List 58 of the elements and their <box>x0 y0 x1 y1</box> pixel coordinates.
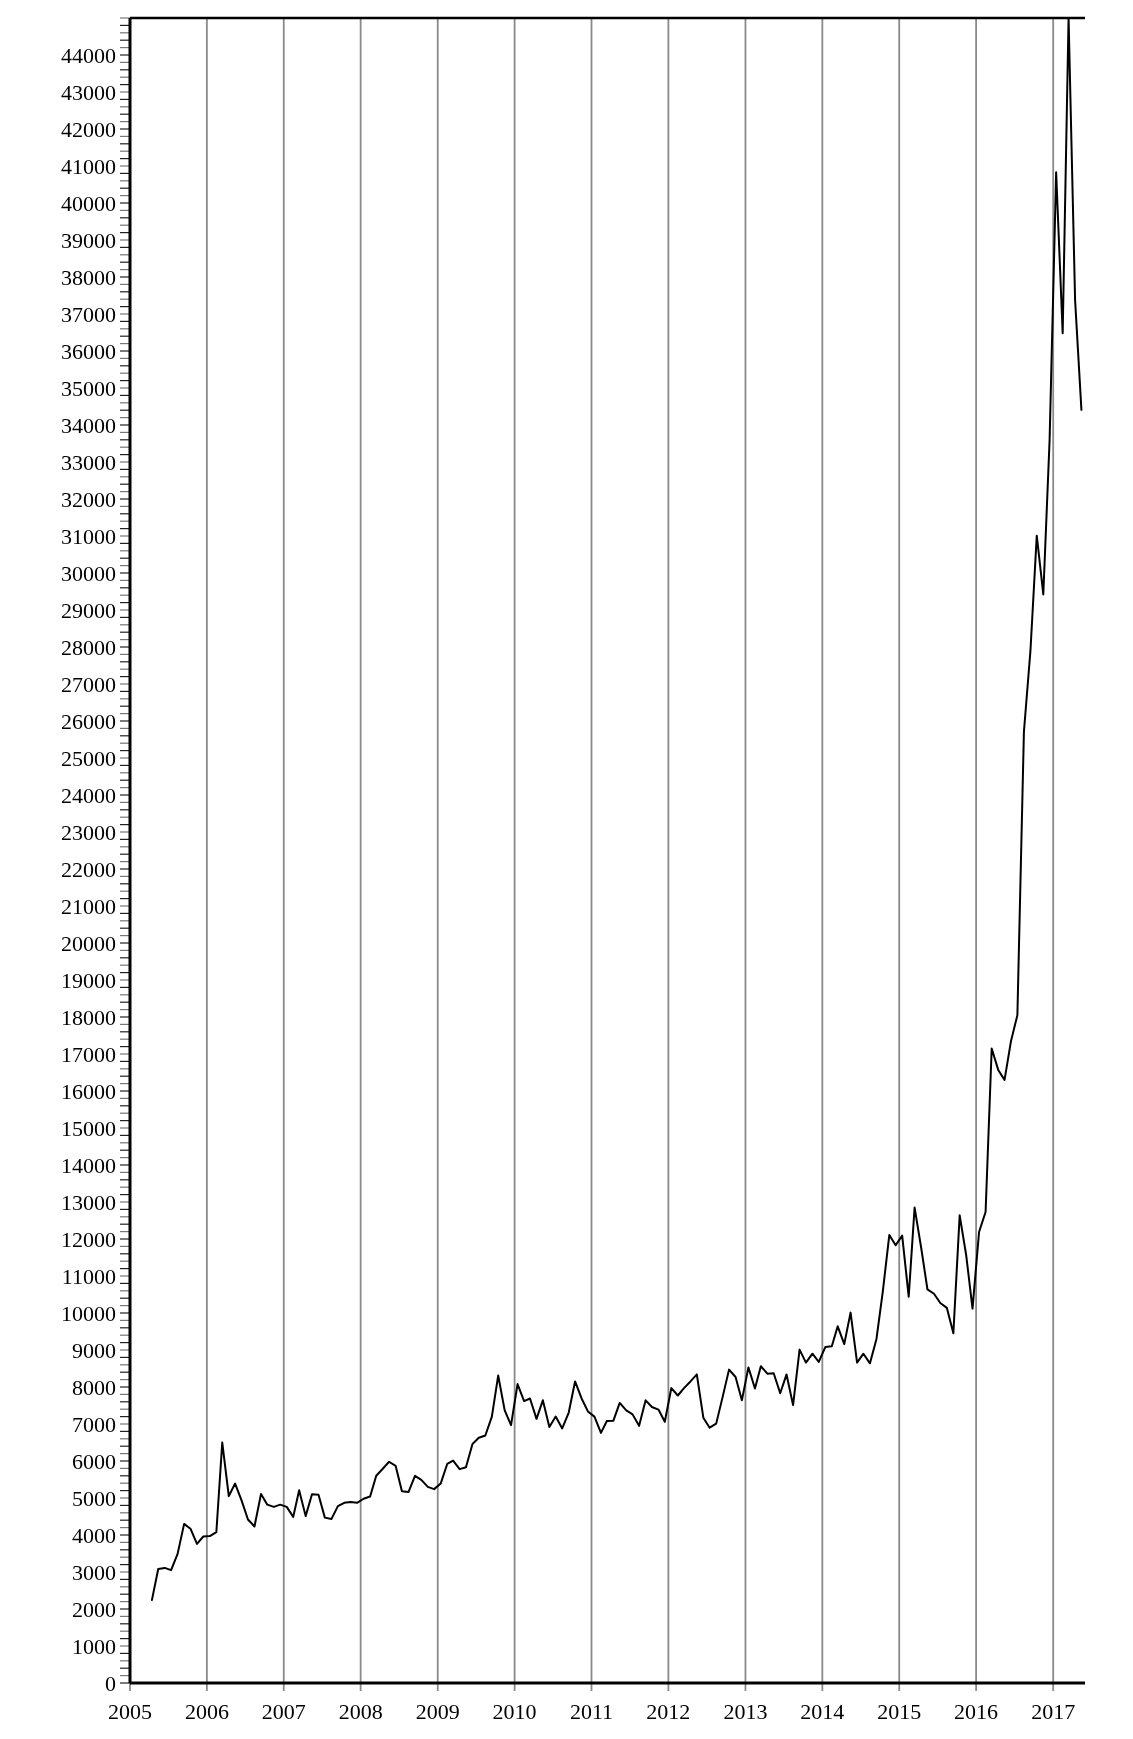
y-tick-label: 8000 <box>72 1374 116 1400</box>
x-tick-label: 2009 <box>415 1699 460 1724</box>
y-tick-label: 22000 <box>61 856 116 882</box>
y-tick-label: 25000 <box>61 745 116 771</box>
y-tick-label: 13000 <box>61 1189 116 1215</box>
y-tick-label: 28000 <box>61 634 116 660</box>
x-tick-label: 2005 <box>108 1699 152 1724</box>
y-tick-label: 14000 <box>61 1152 116 1178</box>
y-tick-label: 21000 <box>61 893 116 919</box>
y-tick-label: 10000 <box>61 1300 116 1326</box>
y-tick-label: 33000 <box>61 449 116 475</box>
y-tick-label: 20000 <box>61 930 116 956</box>
y-tick-label: 30000 <box>61 560 116 586</box>
x-tick-label: 2008 <box>338 1699 383 1724</box>
x-tick-label: 2007 <box>261 1699 306 1724</box>
y-tick-label: 9000 <box>72 1337 116 1363</box>
y-tick-label: 12000 <box>61 1226 116 1252</box>
y-tick-label: 4000 <box>72 1522 116 1548</box>
y-tick-label: 16000 <box>61 1078 116 1104</box>
x-tick-label: 2012 <box>646 1699 691 1724</box>
y-tick-label: 43000 <box>61 79 116 105</box>
x-tick-label: 2011 <box>569 1699 614 1724</box>
x-tick-label: 2016 <box>954 1699 999 1724</box>
y-tick-label: 32000 <box>61 486 116 512</box>
y-tick-label: 26000 <box>61 708 116 734</box>
x-tick-label: 2015 <box>877 1699 922 1724</box>
y-tick-label: 1000 <box>72 1633 116 1659</box>
y-tick-label: 35000 <box>61 375 116 401</box>
y-tick-label: 29000 <box>61 597 116 623</box>
x-tick-label: 2013 <box>723 1699 768 1724</box>
x-tick-label: 2017 <box>1031 1699 1076 1724</box>
y-tick-label: 34000 <box>61 412 116 438</box>
y-tick-label: 37000 <box>61 301 116 327</box>
y-tick-label: 7000 <box>72 1411 116 1437</box>
y-tick-label: 24000 <box>61 782 116 808</box>
y-tick-label: 41000 <box>61 153 116 179</box>
y-tick-label: 5000 <box>72 1485 116 1511</box>
y-tick-label: 36000 <box>61 338 116 364</box>
y-tick-label: 38000 <box>61 264 116 290</box>
y-tick-label: 6000 <box>72 1448 116 1474</box>
y-tick-label: 44000 <box>61 42 116 68</box>
x-tick-label: 2006 <box>184 1699 229 1724</box>
y-tick-label: 27000 <box>61 671 116 697</box>
y-tick-label: 23000 <box>61 819 116 845</box>
y-tick-label: 18000 <box>61 1004 116 1030</box>
y-tick-label: 42000 <box>61 116 116 142</box>
y-tick-label: 3000 <box>72 1559 116 1585</box>
y-tick-label: 19000 <box>61 967 116 993</box>
y-tick-label: 17000 <box>61 1041 116 1067</box>
y-tick-label: 39000 <box>61 227 116 253</box>
x-tick-label: 2010 <box>492 1699 537 1724</box>
x-tick-label: 2014 <box>800 1699 845 1724</box>
y-tick-label: 31000 <box>61 523 116 549</box>
y-tick-label: 0 <box>105 1670 116 1696</box>
y-tick-label: 11000 <box>61 1263 116 1289</box>
y-tick-label: 2000 <box>72 1596 116 1622</box>
y-tick-label: 15000 <box>61 1115 116 1141</box>
y-tick-label: 40000 <box>61 190 116 216</box>
